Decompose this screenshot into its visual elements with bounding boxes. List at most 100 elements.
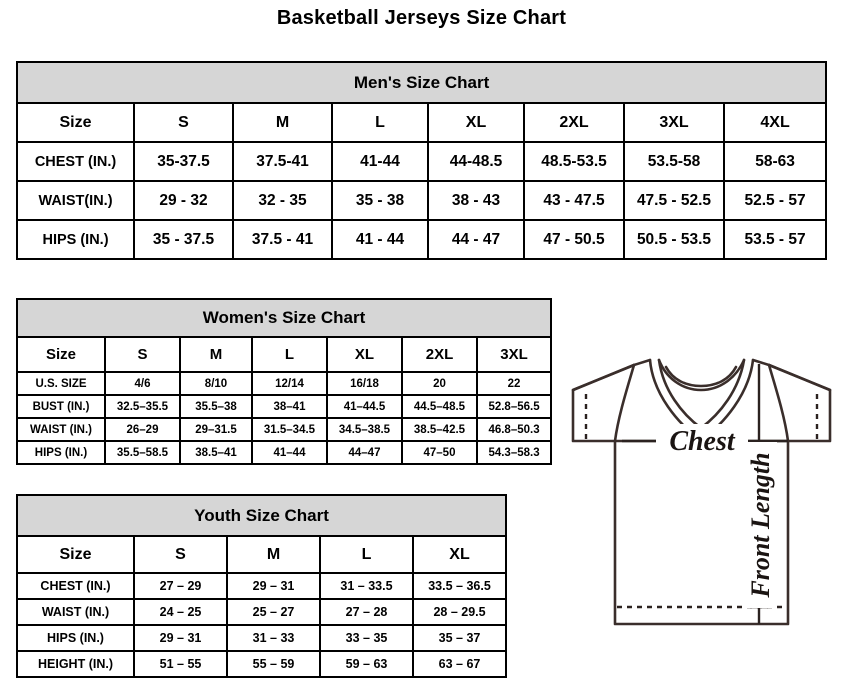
table-cell: 44.5–48.5 xyxy=(401,394,478,419)
womens-col-header-xl: XL xyxy=(326,336,403,373)
youth-col-header-size: Size xyxy=(16,535,135,574)
table-cell: 55 – 59 xyxy=(226,650,321,678)
table-cell: 48.5-53.5 xyxy=(523,141,625,182)
collar-rib-arc-inner xyxy=(664,365,738,388)
youth-row-label-waist: WAIST (IN.) xyxy=(16,598,135,626)
left-armhole-curve xyxy=(613,363,636,443)
table-cell: 24 – 25 xyxy=(133,598,228,626)
table-cell: 59 – 63 xyxy=(319,650,414,678)
table-cell: 38–41 xyxy=(251,394,328,419)
table-row: HIPS (IN.) 29 – 31 31 – 33 33 – 35 35 – … xyxy=(16,624,508,652)
page-title: Basketball Jerseys Size Chart xyxy=(276,7,567,29)
table-cell: 31 – 33.5 xyxy=(319,572,414,600)
table-row: HEIGHT (IN.) 51 – 55 55 – 59 59 – 63 63 … xyxy=(16,650,508,678)
table-cell: 29 - 32 xyxy=(133,180,234,221)
mens-row-label-chest: CHEST (IN.) xyxy=(16,141,135,182)
table-cell: 35.5–38 xyxy=(179,394,253,419)
youth-row-label-hips: HIPS (IN.) xyxy=(16,624,135,652)
table-row: WAIST(IN.) 29 - 32 32 - 35 35 - 38 38 - … xyxy=(16,180,828,221)
mens-chart-title-row: Men's Size Chart xyxy=(15,61,828,104)
neckline-inner-band xyxy=(657,358,746,430)
womens-col-header-l: L xyxy=(251,336,328,373)
table-cell: 26–29 xyxy=(104,417,181,442)
mens-chart-title: Men's Size Chart xyxy=(15,61,828,104)
table-cell: 41 - 44 xyxy=(331,219,429,260)
table-cell: 22 xyxy=(475,371,553,396)
table-cell: 29 – 31 xyxy=(226,572,321,600)
youth-col-header-s: S xyxy=(133,535,228,574)
mens-header-row: Size S M L XL 2XL 3XL 4XL xyxy=(16,102,828,143)
mens-col-header-4xl: 4XL xyxy=(722,102,828,143)
collar-rib-arc-outer xyxy=(657,358,746,392)
table-row: WAIST (IN.) 26–29 29–31.5 31.5–34.5 34.5… xyxy=(16,417,553,442)
womens-col-header-2xl: 2XL xyxy=(401,336,478,373)
table-cell: 47.5 - 52.5 xyxy=(623,180,725,221)
mens-size-chart-table: Men's Size Chart Size S M L XL 2XL 3XL 4… xyxy=(15,61,828,260)
womens-col-header-m: M xyxy=(179,336,253,373)
table-cell: 35 - 38 xyxy=(331,180,429,221)
table-cell: 44–47 xyxy=(326,440,403,465)
table-row: WAIST (IN.) 24 – 25 25 – 27 27 – 28 28 –… xyxy=(16,598,508,626)
womens-chart-title-row: Women's Size Chart xyxy=(15,298,553,338)
table-cell: 37.5-41 xyxy=(232,141,333,182)
table-cell: 50.5 - 53.5 xyxy=(623,219,725,260)
table-cell: 4/6 xyxy=(104,371,181,396)
mens-col-header-m: M xyxy=(232,102,333,143)
table-cell: 44 - 47 xyxy=(427,219,525,260)
table-cell: 38.5–41 xyxy=(179,440,253,465)
table-cell: 38.5–42.5 xyxy=(401,417,478,442)
youth-size-chart-table: Youth Size Chart Size S M L XL CHEST (IN… xyxy=(15,494,508,678)
womens-header-row: Size S M L XL 2XL 3XL xyxy=(16,336,553,373)
youth-chart-title-row: Youth Size Chart xyxy=(15,494,508,537)
youth-col-header-l: L xyxy=(319,535,414,574)
table-cell: 33 – 35 xyxy=(319,624,414,652)
womens-row-label-waist: WAIST (IN.) xyxy=(16,417,106,442)
table-cell: 51 – 55 xyxy=(133,650,228,678)
table-cell: 25 – 27 xyxy=(226,598,321,626)
table-cell: 58-63 xyxy=(722,141,828,182)
youth-chart-title: Youth Size Chart xyxy=(15,494,508,537)
womens-chart-title: Women's Size Chart xyxy=(15,298,553,338)
table-cell: 35 - 37.5 xyxy=(133,219,234,260)
table-cell: 41–44.5 xyxy=(326,394,403,419)
table-cell: 35-37.5 xyxy=(133,141,234,182)
womens-col-header-size: Size xyxy=(16,336,106,373)
table-cell: 47–50 xyxy=(401,440,478,465)
table-cell: 35.5–58.5 xyxy=(104,440,181,465)
table-cell: 29–31.5 xyxy=(179,417,253,442)
mens-row-label-hips: HIPS (IN.) xyxy=(16,219,135,260)
table-cell: 31.5–34.5 xyxy=(251,417,328,442)
mens-col-header-l: L xyxy=(331,102,429,143)
mens-col-header-3xl: 3XL xyxy=(623,102,725,143)
table-cell: 41-44 xyxy=(331,141,429,182)
chest-measurement-label: Chest xyxy=(669,426,736,457)
front-length-label-backdrop xyxy=(743,442,777,608)
table-row: BUST (IN.) 32.5–35.5 35.5–38 38–41 41–44… xyxy=(16,394,553,419)
table-cell: 32 - 35 xyxy=(232,180,333,221)
mens-col-header-size: Size xyxy=(16,102,135,143)
table-cell: 33.5 – 36.5 xyxy=(411,572,508,600)
table-cell: 53.5-58 xyxy=(623,141,725,182)
left-shoulder-seam xyxy=(571,358,652,392)
mens-col-header-xl: XL xyxy=(427,102,525,143)
table-cell: 29 – 31 xyxy=(133,624,228,652)
table-row: U.S. SIZE 4/6 8/10 12/14 16/18 20 22 xyxy=(16,371,553,396)
mens-col-header-s: S xyxy=(133,102,234,143)
table-cell: 37.5 - 41 xyxy=(232,219,333,260)
front-length-measurement-label: Front Length xyxy=(746,452,775,598)
table-cell: 16/18 xyxy=(326,371,403,396)
womens-row-label-us-size: U.S. SIZE xyxy=(16,371,106,396)
mens-col-header-2xl: 2XL xyxy=(523,102,625,143)
table-cell: 43 - 47.5 xyxy=(523,180,625,221)
table-cell: 46.8–50.3 xyxy=(475,417,553,442)
chest-label-backdrop xyxy=(656,424,748,458)
mens-row-label-waist: WAIST(IN.) xyxy=(16,180,135,221)
table-cell: 63 – 67 xyxy=(411,650,508,678)
womens-col-header-3xl: 3XL xyxy=(475,336,553,373)
table-cell: 47 - 50.5 xyxy=(523,219,625,260)
table-cell: 28 – 29.5 xyxy=(411,598,508,626)
right-armhole-curve xyxy=(767,363,790,443)
table-cell: 38 - 43 xyxy=(427,180,525,221)
table-row: CHEST (IN.) 35-37.5 37.5-41 41-44 44-48.… xyxy=(16,141,828,182)
womens-row-label-bust: BUST (IN.) xyxy=(16,394,106,419)
